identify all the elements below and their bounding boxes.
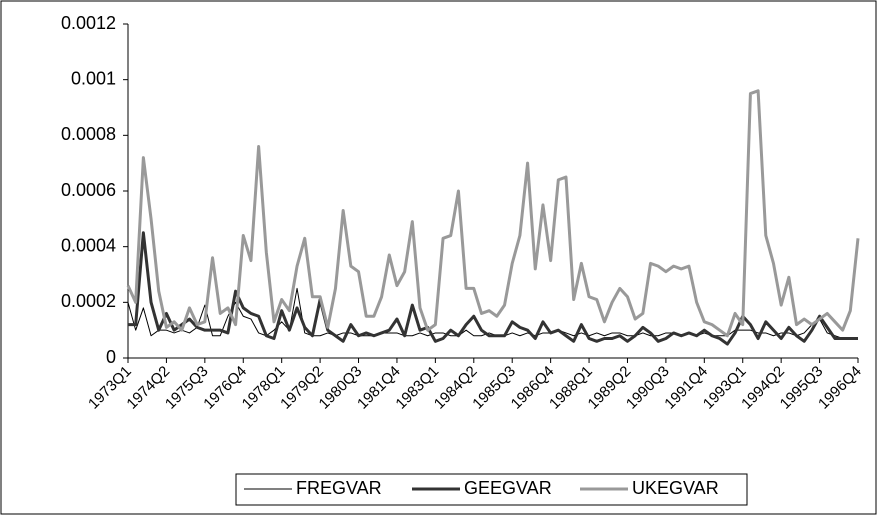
y-tick-label: 0.0012	[61, 13, 116, 33]
legend-label: UKEGVAR	[632, 478, 719, 498]
y-tick-label: 0	[106, 347, 116, 367]
y-tick-label: 0.0002	[61, 291, 116, 311]
y-tick-label: 0.0008	[61, 124, 116, 144]
series-line	[128, 231, 858, 346]
y-tick-label: 0.0006	[61, 180, 116, 200]
legend-box	[235, 473, 748, 506]
series-line	[126, 89, 860, 338]
legend-label: FREGVAR	[296, 478, 382, 498]
y-tick-label: 0.001	[71, 68, 116, 88]
y-tick-label: 0.0004	[61, 235, 116, 255]
legend-label: GEEGVAR	[464, 478, 552, 498]
